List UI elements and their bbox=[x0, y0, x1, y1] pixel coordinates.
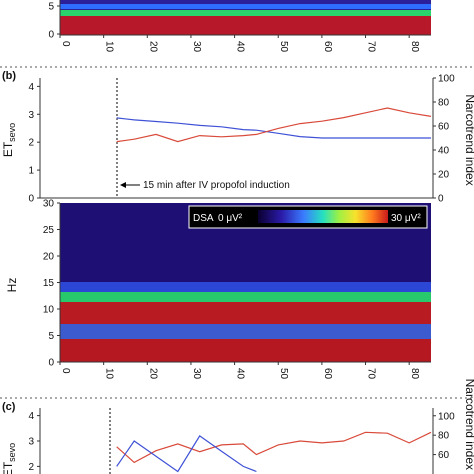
dsa-y-ticks: 0 5 10 15 20 25 30 bbox=[43, 199, 60, 369]
y-tick-label: 0 bbox=[438, 194, 444, 205]
panel-c-right-title: Narcotrend index bbox=[463, 379, 474, 470]
x-tick-label: 40 bbox=[235, 368, 246, 380]
y-tick-label: 5 bbox=[48, 2, 54, 13]
induction-annotation: 15 min after IV propofol induction bbox=[120, 180, 290, 191]
panel-a-band-green bbox=[60, 10, 431, 16]
y-tick-label: 10 bbox=[43, 305, 55, 316]
x-tick-label: 0 bbox=[60, 368, 71, 374]
x-tick-label: 0 bbox=[60, 41, 71, 47]
panel-b-letter: (b) bbox=[2, 70, 16, 82]
colorbar-max-label: 30 μV² bbox=[391, 213, 421, 224]
panel-b-series bbox=[116, 107, 432, 143]
dsa-band-red1 bbox=[60, 302, 431, 324]
y-tick-label: 80 bbox=[438, 431, 450, 442]
y-tick-label: 80 bbox=[438, 98, 450, 109]
colorbar-title: DSA bbox=[193, 213, 214, 224]
x-tick-label: 30 bbox=[191, 41, 202, 53]
y-tick-label: 100 bbox=[438, 411, 455, 422]
panel-b-right-ticks: 0 20 40 60 80 100 bbox=[433, 74, 455, 205]
x-tick-label: 50 bbox=[278, 368, 289, 380]
y-tick-label: 2 bbox=[28, 462, 34, 473]
panel-c-left-title: ETsevo bbox=[1, 443, 17, 474]
x-tick-label: 60 bbox=[322, 41, 333, 53]
y-tick-label: 100 bbox=[438, 74, 455, 85]
y-tick-label: 2 bbox=[28, 138, 34, 149]
y-tick-label: 3 bbox=[28, 110, 34, 121]
panel-c-left-ticks: 2 3 4 bbox=[28, 411, 40, 473]
x-tick-label: 10 bbox=[104, 368, 115, 380]
x-tick-label: 40 bbox=[235, 41, 246, 53]
dsa-band-mid bbox=[60, 324, 431, 339]
dsa-y-title: Hz bbox=[5, 278, 19, 293]
y-tick-label: 25 bbox=[43, 225, 55, 236]
y-tick-label: 30 bbox=[43, 199, 55, 210]
panel-a: 05 0 10 20 30 40 50 60 70 80 bbox=[48, 0, 431, 53]
panel-c-etsevo-line bbox=[116, 435, 257, 473]
panel-a-x-ticks: 0 10 20 30 40 50 60 70 80 bbox=[59, 35, 420, 53]
y-tick-label: 1 bbox=[28, 166, 34, 177]
panel-b-trends: ETsevo Narcotrend index 0 1 2 3 4 0 20 40 60 80 1… bbox=[1, 74, 474, 205]
y-tick-label: 5 bbox=[48, 331, 54, 342]
x-tick-label: 70 bbox=[366, 41, 377, 53]
panel-b-left-title: ETsevo bbox=[1, 123, 17, 157]
x-tick-label: 60 bbox=[322, 368, 333, 380]
narcotrend-line bbox=[116, 107, 432, 143]
panel-c-series bbox=[116, 431, 432, 473]
dsa-band-upper bbox=[60, 282, 431, 292]
panel-a-band-red bbox=[60, 12, 431, 35]
annotation-text: 15 min after IV propofol induction bbox=[143, 180, 290, 191]
panel-c-narcotrend-line bbox=[116, 431, 432, 464]
panel-a-y-ticks: 05 bbox=[48, 2, 60, 41]
colorbar-gradient bbox=[258, 210, 388, 223]
x-tick-label: 10 bbox=[104, 41, 115, 53]
colorbar: DSA 0 μV² 30 μV² bbox=[188, 205, 428, 229]
y-tick-label: 4 bbox=[28, 411, 34, 422]
y-tick-label: 4 bbox=[28, 82, 34, 93]
x-tick-label: 80 bbox=[409, 41, 420, 53]
y-tick-label: 15 bbox=[43, 278, 55, 289]
x-tick-label: 30 bbox=[191, 368, 202, 380]
panel-c-trends: ETsevo Narcotrend index 2 3 4 60 80 100 bbox=[1, 379, 474, 474]
y-tick-label: 0 bbox=[48, 358, 54, 369]
y-tick-label: 40 bbox=[438, 146, 450, 157]
dsa-band-bottom bbox=[60, 339, 431, 362]
panel-a-band-blue bbox=[60, 4, 431, 9]
etsevo-line bbox=[116, 117, 431, 139]
panel-b-right-title: Narcotrend index bbox=[463, 94, 474, 185]
dsa-band-green bbox=[60, 292, 431, 302]
panel-c-letter: (c) bbox=[2, 401, 16, 413]
x-tick-label: 20 bbox=[147, 41, 158, 53]
panel-b-dsa: Hz 0 5 10 15 20 25 30 0 10 20 30 40 50 60 70 80 DSA 0 … bbox=[5, 199, 431, 380]
x-tick-label: 70 bbox=[366, 368, 377, 380]
panel-b-left-ticks: 0 1 2 3 4 bbox=[28, 82, 40, 205]
y-tick-label: 3 bbox=[28, 437, 34, 448]
x-tick-label: 50 bbox=[278, 41, 289, 53]
y-tick-label: 60 bbox=[438, 122, 450, 133]
y-tick-label: 20 bbox=[43, 252, 55, 263]
x-tick-label: 80 bbox=[409, 368, 420, 380]
y-tick-label: 0 bbox=[28, 194, 34, 205]
y-tick-label: 20 bbox=[438, 170, 450, 181]
panel-c-right-ticks: 60 80 100 bbox=[433, 411, 455, 461]
y-tick-label: 60 bbox=[438, 450, 450, 461]
annotation-arrow-head bbox=[120, 182, 126, 188]
x-tick-label: 20 bbox=[147, 368, 158, 380]
y-tick-label: 0 bbox=[48, 30, 54, 41]
colorbar-min-label: 0 μV² bbox=[218, 213, 243, 224]
dsa-x-ticks: 0 10 20 30 40 50 60 70 80 bbox=[59, 362, 420, 380]
